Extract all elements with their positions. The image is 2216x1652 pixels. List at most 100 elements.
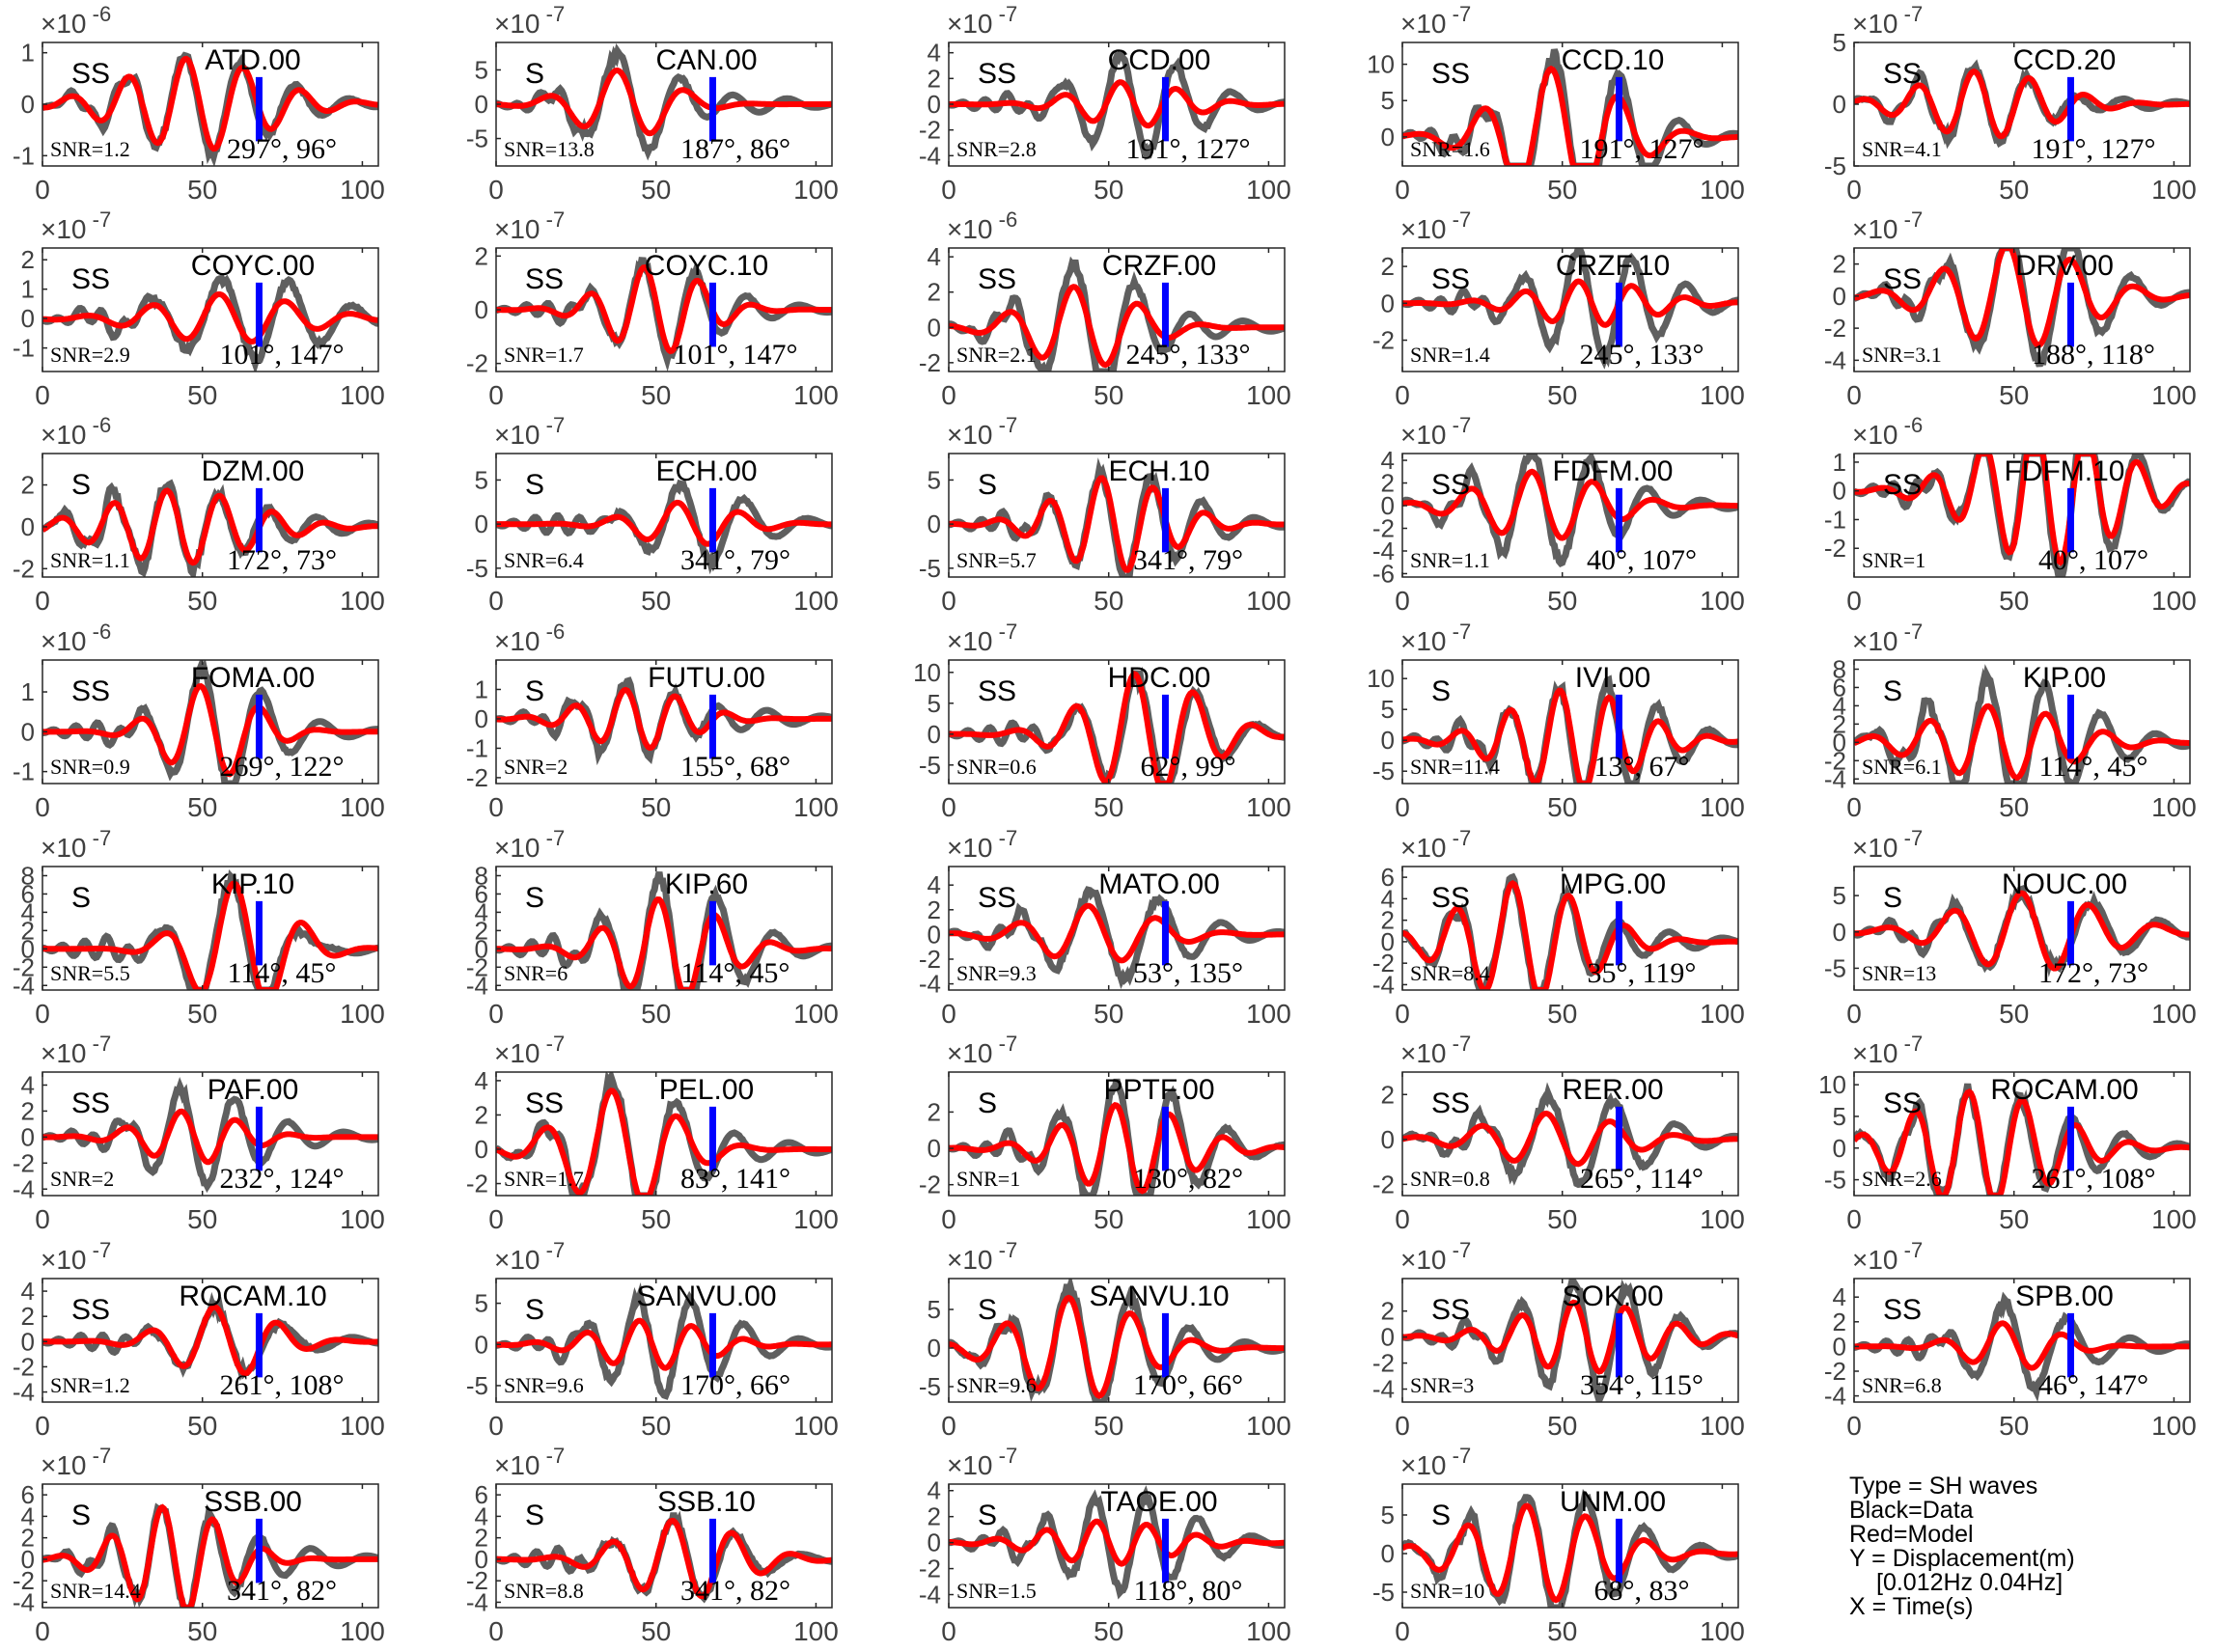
y-tick-label: 0 — [475, 704, 488, 733]
y-exponent: ×10 -7 — [947, 2, 1017, 39]
y-tick-label: 2 — [475, 1100, 488, 1129]
station-label: PPTF.00 — [1103, 1074, 1214, 1106]
x-tick-label: 100 — [340, 175, 385, 205]
legend: Type = SH waves Black=Data Red=Model Y =… — [1849, 1474, 2075, 1619]
y-tick-label: -2 — [466, 349, 488, 378]
y-exponent: ×10 -7 — [1400, 413, 1471, 450]
phase-label: SS — [1883, 469, 1922, 501]
y-exponent: ×10 -7 — [947, 620, 1017, 656]
y-tick-label: 0 — [21, 90, 35, 119]
x-tick-label: 50 — [1094, 1411, 1123, 1441]
az-dist-label: 170°, 66° — [1133, 1369, 1243, 1401]
y-tick-label: 2 — [21, 1096, 35, 1125]
phase-label: SS — [1883, 1088, 1922, 1119]
y-tick-label: 0 — [475, 934, 488, 963]
y-exponent: ×10 -6 — [947, 207, 1017, 244]
x-tick-label: 100 — [1246, 999, 1291, 1029]
x-tick-label: 100 — [1246, 1411, 1291, 1441]
axes-box — [42, 453, 379, 578]
az-dist-label: 341°, 79° — [680, 544, 790, 576]
data-trace — [1402, 248, 1738, 370]
y-tick-label: 2 — [21, 245, 35, 274]
x-tick-label: 50 — [641, 1616, 671, 1646]
model-trace — [949, 1518, 1285, 1567]
station-label: SSB.00 — [204, 1486, 302, 1518]
axes-box — [1401, 1071, 1739, 1197]
az-dist-label: 13°, 67° — [1594, 751, 1690, 783]
x-tick-label: 100 — [2151, 380, 2197, 410]
x-tick-label: 0 — [488, 1616, 504, 1646]
y-tick-label: -4 — [13, 1378, 35, 1407]
y-exponent: ×10 -7 — [1400, 2, 1471, 39]
x-tick-label: 0 — [35, 175, 50, 205]
station-label: FOMA.00 — [191, 662, 315, 694]
y-exponent: ×10 -7 — [947, 1444, 1017, 1480]
y-tick-label: 2 — [475, 916, 488, 945]
model-trace — [949, 475, 1285, 573]
az-dist-label: 261°, 108° — [2032, 1163, 2156, 1195]
y-exponent: ×10 -7 — [41, 1032, 111, 1068]
y-exponent: ×10 -7 — [1852, 207, 1923, 244]
y-tick-label: -5 — [1372, 757, 1395, 785]
snr-label: SNR=8.8 — [504, 1579, 584, 1603]
x-tick-label: 50 — [1547, 1204, 1577, 1234]
y-tick-label: 0 — [928, 720, 941, 749]
y-tick-label: 0 — [1833, 90, 1846, 119]
phase-label: S — [71, 1500, 91, 1531]
az-dist-label: 155°, 68° — [680, 751, 790, 783]
az-dist-label: 46°, 147° — [2038, 1369, 2148, 1401]
phase-label: S — [978, 1500, 997, 1531]
az-dist-label: 297°, 96° — [227, 133, 337, 165]
y-tick-label: 4 — [1381, 884, 1395, 913]
phase-label: SS — [71, 1294, 110, 1326]
y-tick-label: 0 — [1833, 477, 1846, 506]
y-tick-label: -4 — [1824, 345, 1846, 374]
y-tick-label: 4 — [928, 242, 941, 271]
station-label: IVI.00 — [1575, 662, 1650, 694]
station-label: CRZF.00 — [1102, 250, 1216, 282]
legend-type: Type = SH waves — [1849, 1473, 2038, 1500]
y-tick-label: -2 — [919, 1555, 941, 1583]
model-trace — [42, 1304, 378, 1377]
y-tick-label: 6 — [21, 1480, 35, 1509]
axes-box — [1401, 453, 1739, 578]
y-tick-label: -4 — [1824, 1382, 1846, 1411]
x-tick-label: 0 — [1395, 175, 1410, 205]
axes-box — [1853, 866, 2191, 991]
y-tick-label: -5 — [1824, 953, 1846, 982]
model-trace — [42, 1108, 378, 1166]
phase-label: SS — [71, 675, 110, 707]
y-tick-label: -4 — [1372, 970, 1395, 999]
az-dist-label: 101°, 147° — [674, 339, 798, 371]
axes-box — [1401, 41, 1739, 167]
station-label: SPB.00 — [2015, 1280, 2114, 1312]
snr-label: SNR=4.1 — [1862, 137, 1942, 161]
model-trace — [496, 1317, 832, 1371]
az-dist-label: 53°, 135° — [1133, 957, 1243, 989]
snr-label: SNR=1 — [956, 1167, 1020, 1191]
x-tick-label: 0 — [1395, 792, 1410, 822]
y-exponent: ×10 -7 — [494, 826, 565, 863]
snr-label: SNR=1.1 — [1410, 548, 1490, 572]
axes-box — [1853, 247, 2191, 372]
station-label: ATD.00 — [205, 44, 300, 76]
axes-box — [1401, 1483, 1739, 1609]
x-tick-label: 0 — [1395, 1411, 1410, 1441]
y-tick-label: 10 — [1367, 664, 1395, 693]
axes-box — [1401, 659, 1739, 785]
phase-label: SS — [978, 882, 1016, 914]
station-label: FDFM.10 — [2004, 455, 2124, 487]
y-tick-label: -4 — [919, 1581, 941, 1610]
az-dist-label: 101°, 147° — [220, 339, 345, 371]
y-exponent: ×10 -7 — [1400, 1238, 1471, 1275]
model-trace — [496, 686, 832, 752]
y-tick-label: -5 — [1824, 151, 1846, 180]
x-tick-label: 100 — [340, 586, 385, 616]
y-tick-label: 5 — [475, 55, 488, 84]
x-tick-label: 50 — [1547, 1616, 1577, 1646]
